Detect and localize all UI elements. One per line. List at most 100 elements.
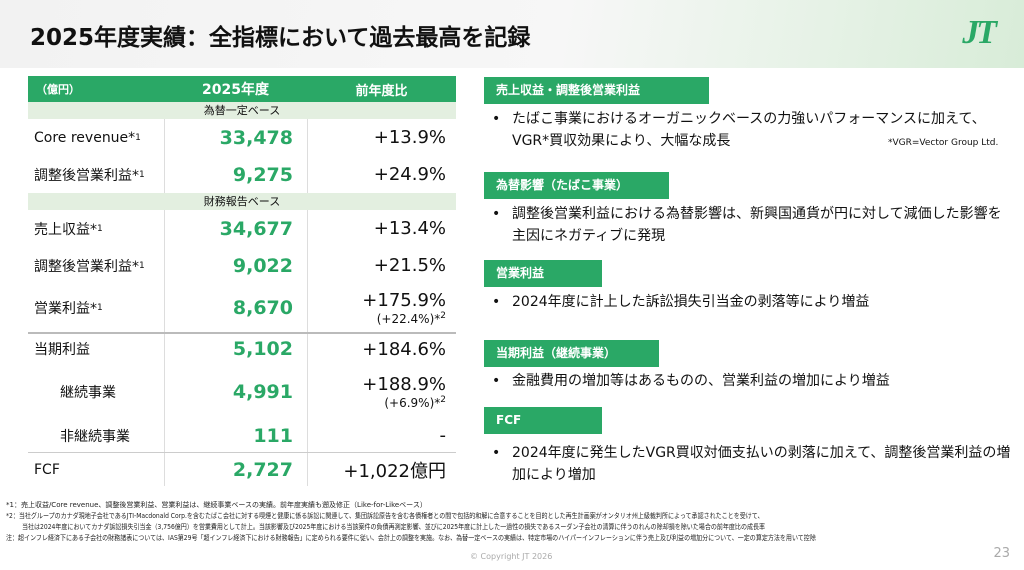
bullet-icon: • bbox=[492, 373, 501, 389]
table-row: 継続事業 4,991 +188.9% (+6.9%)*2 bbox=[28, 364, 456, 419]
bullet-text: 金融費用の増加等はあるものの、営業利益の増加により増益 bbox=[512, 373, 890, 389]
row-label: 売上収益* 1 bbox=[28, 210, 164, 247]
label-text: 継続事業 bbox=[60, 384, 116, 401]
bullet-text: 2024年度に計上した訴訟損失引当金の剥落等により増益 bbox=[512, 294, 870, 310]
bullet-text: 調整後営業利益における為替影響は、新興国通貨が円に対して減価した影響を主因にネガ… bbox=[512, 206, 1002, 244]
change-text: +184.6% bbox=[362, 338, 446, 360]
bullet-item: • 2024年度に計上した訴訟損失引当金の剥落等により増益 bbox=[492, 291, 1012, 313]
row-value: 9,275 bbox=[164, 156, 307, 193]
change-text: +13.9% bbox=[373, 127, 446, 148]
label-text: FCF bbox=[34, 461, 60, 478]
footnote-ref: 2 bbox=[440, 311, 446, 321]
bullet-item: • 金融費用の増加等はあるものの、営業利益の増加により増益 bbox=[492, 370, 1012, 392]
change-text: +21.5% bbox=[373, 255, 446, 276]
copyright: © Copyright JT 2026 bbox=[470, 552, 553, 561]
change-text: +1,022億円 bbox=[343, 460, 446, 482]
bullet-icon: • bbox=[492, 206, 501, 222]
row-change: +13.9% bbox=[307, 119, 456, 156]
bullet-text: 2024年度に発生したVGR買収対価支払いの剥落に加えて、調整後営業利益の増加に… bbox=[512, 445, 1011, 483]
bullet-icon: • bbox=[492, 111, 501, 127]
change-text: +24.9% bbox=[373, 164, 446, 185]
label-text: 売上収益* bbox=[34, 221, 97, 238]
bullet-item: • 2024年度に発生したVGR買収対価支払いの剥落に加えて、調整後営業利益の増加… bbox=[492, 442, 1012, 486]
row-label: 当期利益 bbox=[28, 334, 164, 364]
row-change: +24.9% bbox=[307, 156, 456, 193]
bullet-icon: • bbox=[492, 445, 501, 461]
footnote-ref: 2 bbox=[440, 394, 446, 405]
row-label: 調整後営業利益* 1 bbox=[28, 156, 164, 193]
row-value: 34,677 bbox=[164, 210, 307, 247]
row-change: +188.9% (+6.9%)*2 bbox=[307, 364, 456, 419]
results-table: （億円） 2025年度 前年度比 為替一定ベース Core revenue* 1 … bbox=[28, 76, 456, 486]
band-constant-currency: 為替一定ベース bbox=[28, 102, 456, 119]
row-change: +21.5% bbox=[307, 247, 456, 284]
change-text: +13.4% bbox=[373, 218, 446, 239]
adjusted-text: (+22.4%)* bbox=[376, 312, 441, 326]
table-row: Core revenue* 1 33,478 +13.9% bbox=[28, 119, 456, 156]
section-header: 当期利益（継続事業） bbox=[484, 340, 659, 367]
table-row: 調整後営業利益* 1 9,275 +24.9% bbox=[28, 156, 456, 193]
label-text: 非継続事業 bbox=[60, 428, 130, 445]
footnote-ref: 1 bbox=[139, 260, 145, 271]
row-change: +184.6% bbox=[307, 334, 456, 364]
change-adjusted: (+6.9%)*2 bbox=[384, 395, 446, 410]
page-number: 23 bbox=[993, 546, 1010, 561]
footnote: 当社は2024年度においてカナダ訴訟損失引当金（3,756億円）を営業費用として… bbox=[22, 523, 766, 531]
table-row: 非継続事業 111 - bbox=[28, 419, 456, 452]
row-value: 5,102 bbox=[164, 334, 307, 364]
change-header: 前年度比 bbox=[355, 83, 408, 99]
jt-logo: JT bbox=[962, 14, 997, 51]
row-label: 継続事業 bbox=[28, 364, 164, 419]
change-text: +188.9% bbox=[362, 373, 446, 395]
row-label: 調整後営業利益* 1 bbox=[28, 247, 164, 284]
label-text: 営業利益* bbox=[34, 301, 97, 317]
change-text: +175.9% bbox=[362, 290, 446, 311]
section-header: 為替影響（たばこ事業） bbox=[484, 172, 669, 199]
table-row: FCF 2,727 +1,022億円 bbox=[28, 452, 456, 486]
table-row: 調整後営業利益* 1 9,022 +21.5% bbox=[28, 247, 456, 284]
row-value: 8,670 bbox=[164, 284, 307, 332]
table-row: 当期利益 5,102 +184.6% bbox=[28, 332, 456, 364]
row-value: 9,022 bbox=[164, 247, 307, 284]
bullet-item: • たばこ事業におけるオーガニックベースの力強いパフォーマンスに加えて、VGR*買… bbox=[492, 108, 1012, 152]
page-title: 2025年度実績：全指標において過去最高を記録 bbox=[30, 25, 531, 51]
year-header: 2025年度 bbox=[202, 82, 269, 98]
row-label: 非継続事業 bbox=[28, 419, 164, 452]
footnote-ref: 1 bbox=[97, 223, 103, 234]
footnote-ref: 1 bbox=[135, 132, 141, 143]
row-label: 営業利益* 1 bbox=[28, 284, 164, 332]
label-text: 調整後営業利益* bbox=[34, 167, 139, 184]
footnote-ref: 1 bbox=[139, 169, 145, 180]
bullet-item: • 調整後営業利益における為替影響は、新興国通貨が円に対して減価した影響を主因にネ… bbox=[492, 203, 1012, 247]
section-header: 営業利益 bbox=[484, 260, 602, 287]
section-header: FCF bbox=[484, 407, 602, 434]
change-adjusted: (+22.4%)*2 bbox=[377, 311, 446, 326]
table-header: （億円） 2025年度 前年度比 bbox=[28, 76, 456, 102]
section-header: 売上収益・調整後営業利益 bbox=[484, 77, 709, 104]
unit-header: （億円） bbox=[36, 83, 80, 96]
footnote: 注：超インフレ経済下にある子会社の財務諸表については、IAS第29号「超インフレ… bbox=[6, 534, 816, 542]
row-value: 33,478 bbox=[164, 119, 307, 156]
band-reported: 財務報告ベース bbox=[28, 193, 456, 210]
footnote-ref: 1 bbox=[97, 303, 103, 313]
bullet-text: たばこ事業におけるオーガニックベースの力強いパフォーマンスに加えて、VGR*買収… bbox=[512, 111, 986, 149]
footnote: *1：売上収益/Core revenue、調整後営業利益、営業利益は、継続事業ベ… bbox=[6, 501, 427, 509]
label-text: 調整後営業利益* bbox=[34, 258, 139, 275]
bullet-icon: • bbox=[492, 294, 501, 310]
row-change: +1,022億円 bbox=[307, 453, 456, 486]
change-text: - bbox=[439, 425, 447, 446]
adjusted-text: (+6.9%)* bbox=[384, 395, 441, 410]
row-label: Core revenue* 1 bbox=[28, 119, 164, 156]
row-value: 2,727 bbox=[164, 453, 307, 486]
label-text: Core revenue* bbox=[34, 129, 136, 146]
row-value: 4,991 bbox=[164, 364, 307, 419]
title-bar bbox=[0, 0, 1024, 68]
row-change: - bbox=[307, 419, 456, 452]
footnote: *2：当社グループのカナダ現地子会社であるJTI-Macdonald Corp.… bbox=[6, 512, 764, 520]
table-row: 売上収益* 1 34,677 +13.4% bbox=[28, 210, 456, 247]
row-value: 111 bbox=[164, 419, 307, 452]
row-change: +13.4% bbox=[307, 210, 456, 247]
row-change: +175.9% (+22.4%)*2 bbox=[307, 284, 456, 332]
table-row: 営業利益* 1 8,670 +175.9% (+22.4%)*2 bbox=[28, 284, 456, 332]
label-text: 当期利益 bbox=[34, 342, 90, 358]
